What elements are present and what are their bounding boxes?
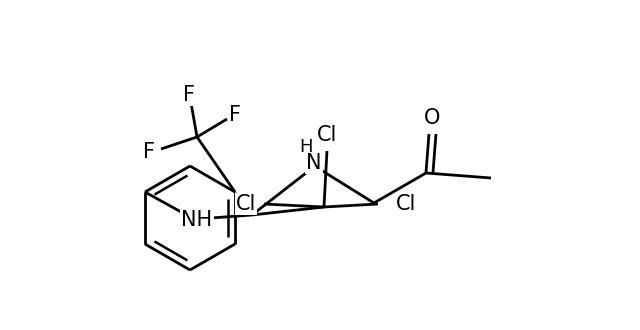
Text: F: F: [143, 142, 155, 162]
Text: H: H: [300, 138, 313, 156]
Text: F: F: [229, 105, 241, 125]
Text: Cl: Cl: [236, 194, 256, 214]
Text: NH: NH: [181, 210, 212, 230]
Text: N: N: [306, 153, 322, 173]
Text: Cl: Cl: [317, 125, 337, 145]
Text: Cl: Cl: [396, 194, 417, 214]
Text: O: O: [424, 108, 440, 128]
Text: F: F: [183, 85, 195, 105]
